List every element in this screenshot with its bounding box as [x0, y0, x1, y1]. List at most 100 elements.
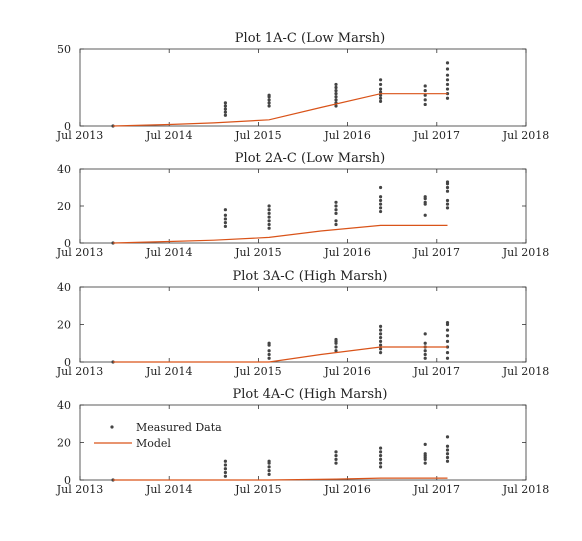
- measured-point: [223, 113, 227, 117]
- chart-title: Plot 3A-C (High Marsh): [232, 269, 387, 284]
- measured-point: [445, 356, 450, 360]
- measured-point: [334, 208, 338, 212]
- measured-point: [334, 337, 338, 342]
- x-tick-label: Jul 2013: [56, 129, 104, 142]
- measured-point: [423, 356, 427, 360]
- measured-point: [379, 206, 383, 210]
- measured-point: [445, 185, 450, 190]
- measured-point: [223, 107, 227, 111]
- measured-point: [334, 450, 338, 454]
- x-tick-label: Jul 2016: [323, 365, 371, 378]
- y-tick-label: 40: [57, 163, 71, 176]
- measured-point: [334, 92, 338, 96]
- measured-point: [223, 104, 227, 108]
- measured-point: [334, 200, 338, 204]
- y-tick-label: 0: [64, 237, 71, 250]
- x-tick-label: Jul 2018: [502, 246, 550, 259]
- measured-point: [445, 448, 450, 452]
- measured-point: [267, 349, 271, 353]
- x-tick-label: Jul 2014: [145, 246, 193, 259]
- measured-point: [423, 352, 427, 357]
- x-tick-label: Jul 2015: [234, 129, 282, 142]
- measured-point: [223, 221, 227, 225]
- measured-point: [223, 213, 227, 217]
- measured-point: [379, 336, 383, 340]
- measured-point: [379, 339, 383, 343]
- measured-point: [379, 87, 383, 91]
- measured-point: [379, 78, 383, 82]
- measured-point: [379, 82, 383, 87]
- y-tick-label: 0: [64, 356, 71, 369]
- measured-point: [445, 345, 450, 349]
- measured-point: [267, 341, 271, 345]
- y-tick-label: 40: [57, 399, 71, 412]
- measured-point: [334, 219, 338, 223]
- measured-point: [267, 93, 271, 97]
- x-tick-label: Jul 2016: [323, 483, 371, 496]
- measured-point: [267, 215, 271, 219]
- x-tick-label: Jul 2016: [323, 246, 371, 259]
- measured-point: [379, 90, 383, 94]
- x-tick-label: Jul 2018: [502, 483, 550, 496]
- measured-point: [445, 328, 450, 332]
- measured-point: [379, 332, 383, 336]
- x-tick-label: Jul 2014: [145, 129, 193, 142]
- measured-point: [423, 452, 427, 456]
- measured-point: [334, 95, 338, 99]
- measured-point: [423, 102, 427, 107]
- measured-point: [267, 211, 271, 215]
- measured-point: [445, 459, 450, 463]
- x-tick-label: Jul 2017: [413, 483, 461, 496]
- measured-point: [379, 446, 383, 450]
- measured-point: [445, 61, 450, 65]
- measured-point: [223, 463, 227, 467]
- measured-point: [423, 93, 427, 97]
- measured-point: [334, 457, 338, 461]
- measured-point: [379, 202, 383, 206]
- measured-point: [379, 457, 383, 461]
- measured-point: [379, 195, 383, 199]
- y-tick-label: 50: [57, 43, 71, 56]
- x-tick-label: Jul 2014: [145, 483, 193, 496]
- measured-point: [445, 82, 450, 87]
- y-tick-label: 0: [64, 474, 71, 487]
- axes-box: [79, 48, 527, 127]
- legend-measured-marker: [110, 425, 114, 429]
- measured-point: [223, 208, 227, 212]
- measured-point: [445, 321, 450, 325]
- measured-point: [334, 222, 338, 227]
- measured-point: [445, 351, 450, 355]
- measured-point: [379, 209, 383, 214]
- measured-point: [423, 200, 427, 204]
- measured-point: [334, 204, 338, 208]
- model-line: [112, 224, 448, 244]
- measured-point: [445, 92, 450, 96]
- measured-point: [445, 452, 450, 456]
- measured-point: [267, 101, 271, 105]
- measured-point: [423, 213, 427, 217]
- measured-point: [445, 206, 450, 210]
- measured-point: [379, 347, 383, 351]
- measured-point: [379, 351, 383, 355]
- measured-point: [423, 332, 427, 336]
- y-tick-label: 0: [64, 120, 71, 133]
- panel-1: Plot 1A-C (Low Marsh) Jul 2013 Jul 2014 Jul…: [56, 31, 550, 142]
- measured-point: [223, 470, 227, 475]
- x-tick-label: Jul 2014: [145, 365, 193, 378]
- measured-point: [445, 189, 450, 193]
- measured-point: [267, 352, 271, 357]
- y-tick-label: 20: [57, 200, 71, 213]
- measured-point: [334, 85, 338, 90]
- measured-point: [267, 465, 271, 469]
- x-tick-label: Jul 2018: [502, 365, 550, 378]
- measured-point: [379, 96, 383, 100]
- measured-point: [267, 226, 271, 230]
- x-tick-label: Jul 2017: [413, 246, 461, 259]
- measured-point: [334, 98, 338, 102]
- measured-point: [267, 459, 271, 463]
- panel-3: Plot 3A-C (High Marsh) Jul 2013 Jul 2014 Ju…: [56, 269, 550, 378]
- measured-point: [334, 461, 338, 465]
- measured-point: [445, 78, 450, 82]
- measured-point: [223, 110, 227, 114]
- measured-point: [334, 349, 338, 353]
